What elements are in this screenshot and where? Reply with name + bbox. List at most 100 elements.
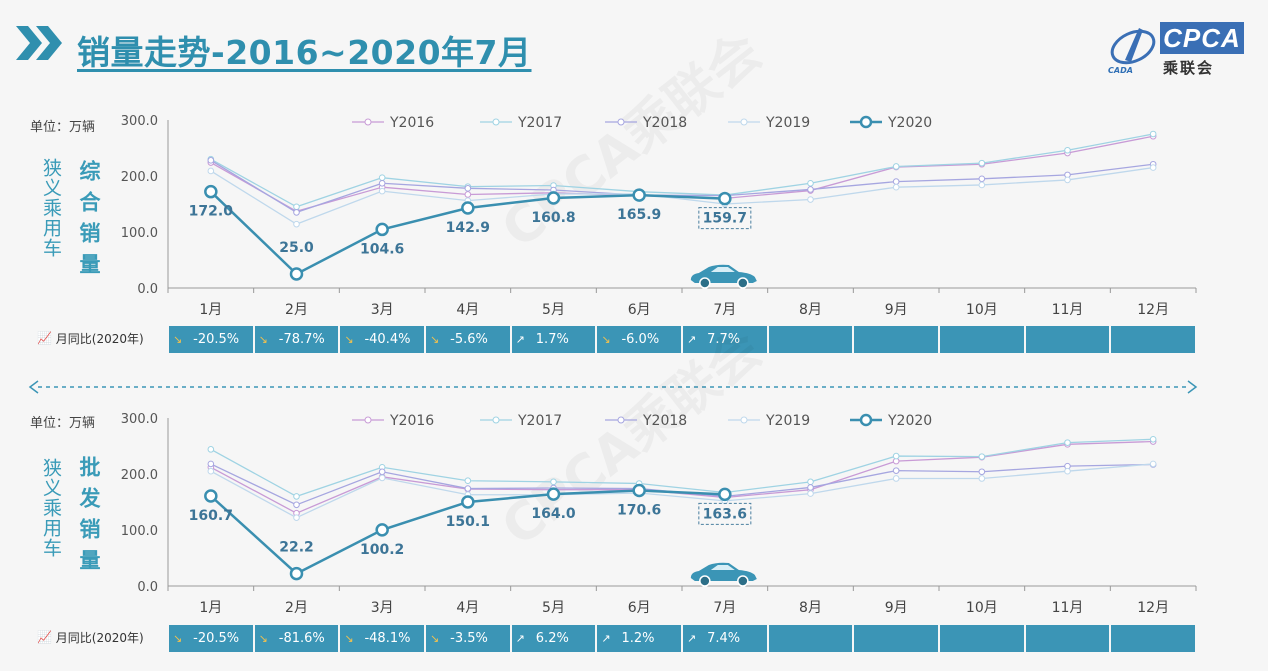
data-point-Y2019 (1149, 164, 1157, 171)
legend-marker-Y2020 (859, 115, 873, 129)
data-point-Y2019 (892, 475, 900, 482)
x-tick-label: 12月 (1137, 302, 1169, 318)
legend-label: Y2016 (389, 115, 434, 131)
trend-down-icon: ↘ (258, 333, 268, 346)
car-icon (690, 264, 757, 289)
yoy-value: 1.7% (531, 332, 569, 347)
data-point-Y2020 (289, 566, 304, 581)
data-label-Y2020: 165.9 (617, 207, 661, 223)
data-point-Y2017 (1149, 130, 1157, 138)
x-tick-label: 8月 (799, 600, 822, 616)
series-line-Y2019 (210, 166, 1154, 225)
data-label-Y2020: 170.6 (617, 502, 661, 518)
data-point-Y2017 (1149, 435, 1157, 443)
x-tick-label: 12月 (1137, 600, 1169, 616)
x-tick-label: 5月 (542, 302, 565, 318)
yoy-row-label: 📈 月同比(2020年) (37, 630, 144, 645)
x-tick-label: 6月 (628, 302, 651, 318)
yoy-cell: ↘ -3.5% (426, 625, 510, 652)
data-point-Y2019 (207, 167, 215, 175)
unit-label: 单位：万辆 (30, 120, 96, 135)
data-point-Y2020 (718, 487, 732, 502)
yoy-value: 6.2% (531, 631, 569, 646)
data-label-Y2020: 164.0 (531, 506, 576, 522)
data-label-Y2020: 150.1 (446, 514, 490, 530)
x-tick-label: 3月 (371, 600, 394, 616)
yoy-cell: ↗ 7.7% (683, 326, 767, 353)
trend-up-icon: ↗ (515, 333, 525, 346)
data-label-Y2020: 172.0 (189, 204, 234, 220)
legend-marker-Y2019 (740, 416, 748, 424)
data-point-Y2017 (293, 203, 300, 211)
yoy-value: -81.6% (274, 631, 325, 646)
legend-label: Y2016 (389, 413, 434, 429)
data-label-Y2020: 142.9 (446, 220, 490, 236)
legend-marker-Y2016 (364, 118, 372, 126)
legend-label: Y2020 (887, 115, 932, 131)
data-label-Y2020: 25.0 (279, 240, 314, 256)
data-point-Y2020 (375, 523, 389, 537)
yoy-cell: ↘ -20.5% (169, 625, 253, 652)
x-tick-label: 4月 (456, 600, 479, 616)
yoy-cell: ↘ -20.5% (169, 326, 253, 353)
side-label-metric: 综合销量 (77, 160, 101, 284)
chart-comprehensive-sales: 0.0 100.0 200.0 300.0 1月 2月 3月 4月 5月 6月 7月 8月 9月 10月 1… (121, 22, 1197, 318)
data-point-Y2019 (807, 196, 814, 203)
x-tick-label: 1月 (199, 600, 222, 616)
data-point-Y2020 (632, 483, 646, 498)
side-label-category: 狭义乘用车 (40, 458, 62, 558)
latest-value-box (698, 207, 752, 230)
y-tick-label: 300.0 (121, 114, 158, 129)
data-point-Y2018 (807, 484, 814, 491)
y-tick-label: 200.0 (121, 468, 158, 483)
trend-chart-icon: 📈 (37, 630, 52, 644)
data-label-Y2020: 163.6 (703, 506, 747, 522)
yoy-cell: ↘ -48.1% (340, 625, 424, 652)
legend-label: Y2018 (642, 115, 687, 131)
x-tick-label: 2月 (285, 302, 308, 318)
y-tick-label: 100.0 (121, 226, 158, 241)
yoy-cell (1025, 625, 1110, 652)
yoy-cell (1025, 326, 1110, 353)
data-point-Y2019 (207, 467, 215, 475)
legend-label: Y2017 (517, 413, 562, 429)
side-label-category: 狭义乘用车 (40, 158, 62, 258)
chevrons-icon (16, 26, 62, 60)
x-tick-label: 11月 (1052, 302, 1084, 318)
data-point-Y2018 (464, 485, 472, 492)
y-tick-label: 0.0 (137, 580, 158, 595)
legend-label: Y2020 (887, 413, 932, 429)
x-tick-label: 5月 (542, 600, 565, 616)
chart-wholesale-sales: 0.0 100.0 200.0 300.0 1月 2月 3月 4月 5月 6月 7月 8月 9月 10月 1… (121, 320, 1197, 616)
data-point-Y2019 (1064, 176, 1071, 184)
data-point-Y2017 (807, 179, 814, 187)
data-point-Y2017 (807, 478, 814, 486)
data-label-Y2020: 22.2 (279, 540, 314, 556)
yoy-value: 7.7% (703, 332, 741, 347)
data-point-Y2017 (978, 453, 986, 460)
data-point-Y2018 (293, 209, 300, 216)
x-tick-label: 6月 (628, 600, 651, 616)
data-point-Y2018 (464, 185, 472, 192)
yoy-cell: ↘ -5.6% (426, 326, 510, 353)
trend-down-icon: ↘ (430, 333, 440, 346)
cpca-logo-icon (1110, 28, 1156, 65)
data-point-Y2017 (550, 478, 557, 486)
trend-down-icon: ↘ (430, 632, 440, 645)
data-point-Y2018 (378, 179, 386, 187)
data-point-Y2019 (378, 187, 386, 195)
yoy-value: -3.5% (446, 631, 488, 646)
car-window (710, 565, 735, 570)
data-point-Y2020 (289, 267, 304, 281)
legend-marker-Y2019 (740, 118, 748, 126)
data-point-Y2018 (892, 467, 900, 474)
data-point-Y2020 (632, 188, 646, 202)
trend-down-icon: ↘ (173, 632, 183, 645)
series-line-Y2018 (210, 463, 1154, 506)
page-title: 销量走势-2016~2020年7月 (77, 33, 532, 72)
y-tick-label: 200.0 (121, 170, 158, 185)
yoy-value: -78.7% (274, 332, 325, 347)
x-tick-label: 9月 (885, 302, 908, 318)
data-point-Y2019 (807, 490, 814, 497)
car-wheel (737, 575, 749, 587)
